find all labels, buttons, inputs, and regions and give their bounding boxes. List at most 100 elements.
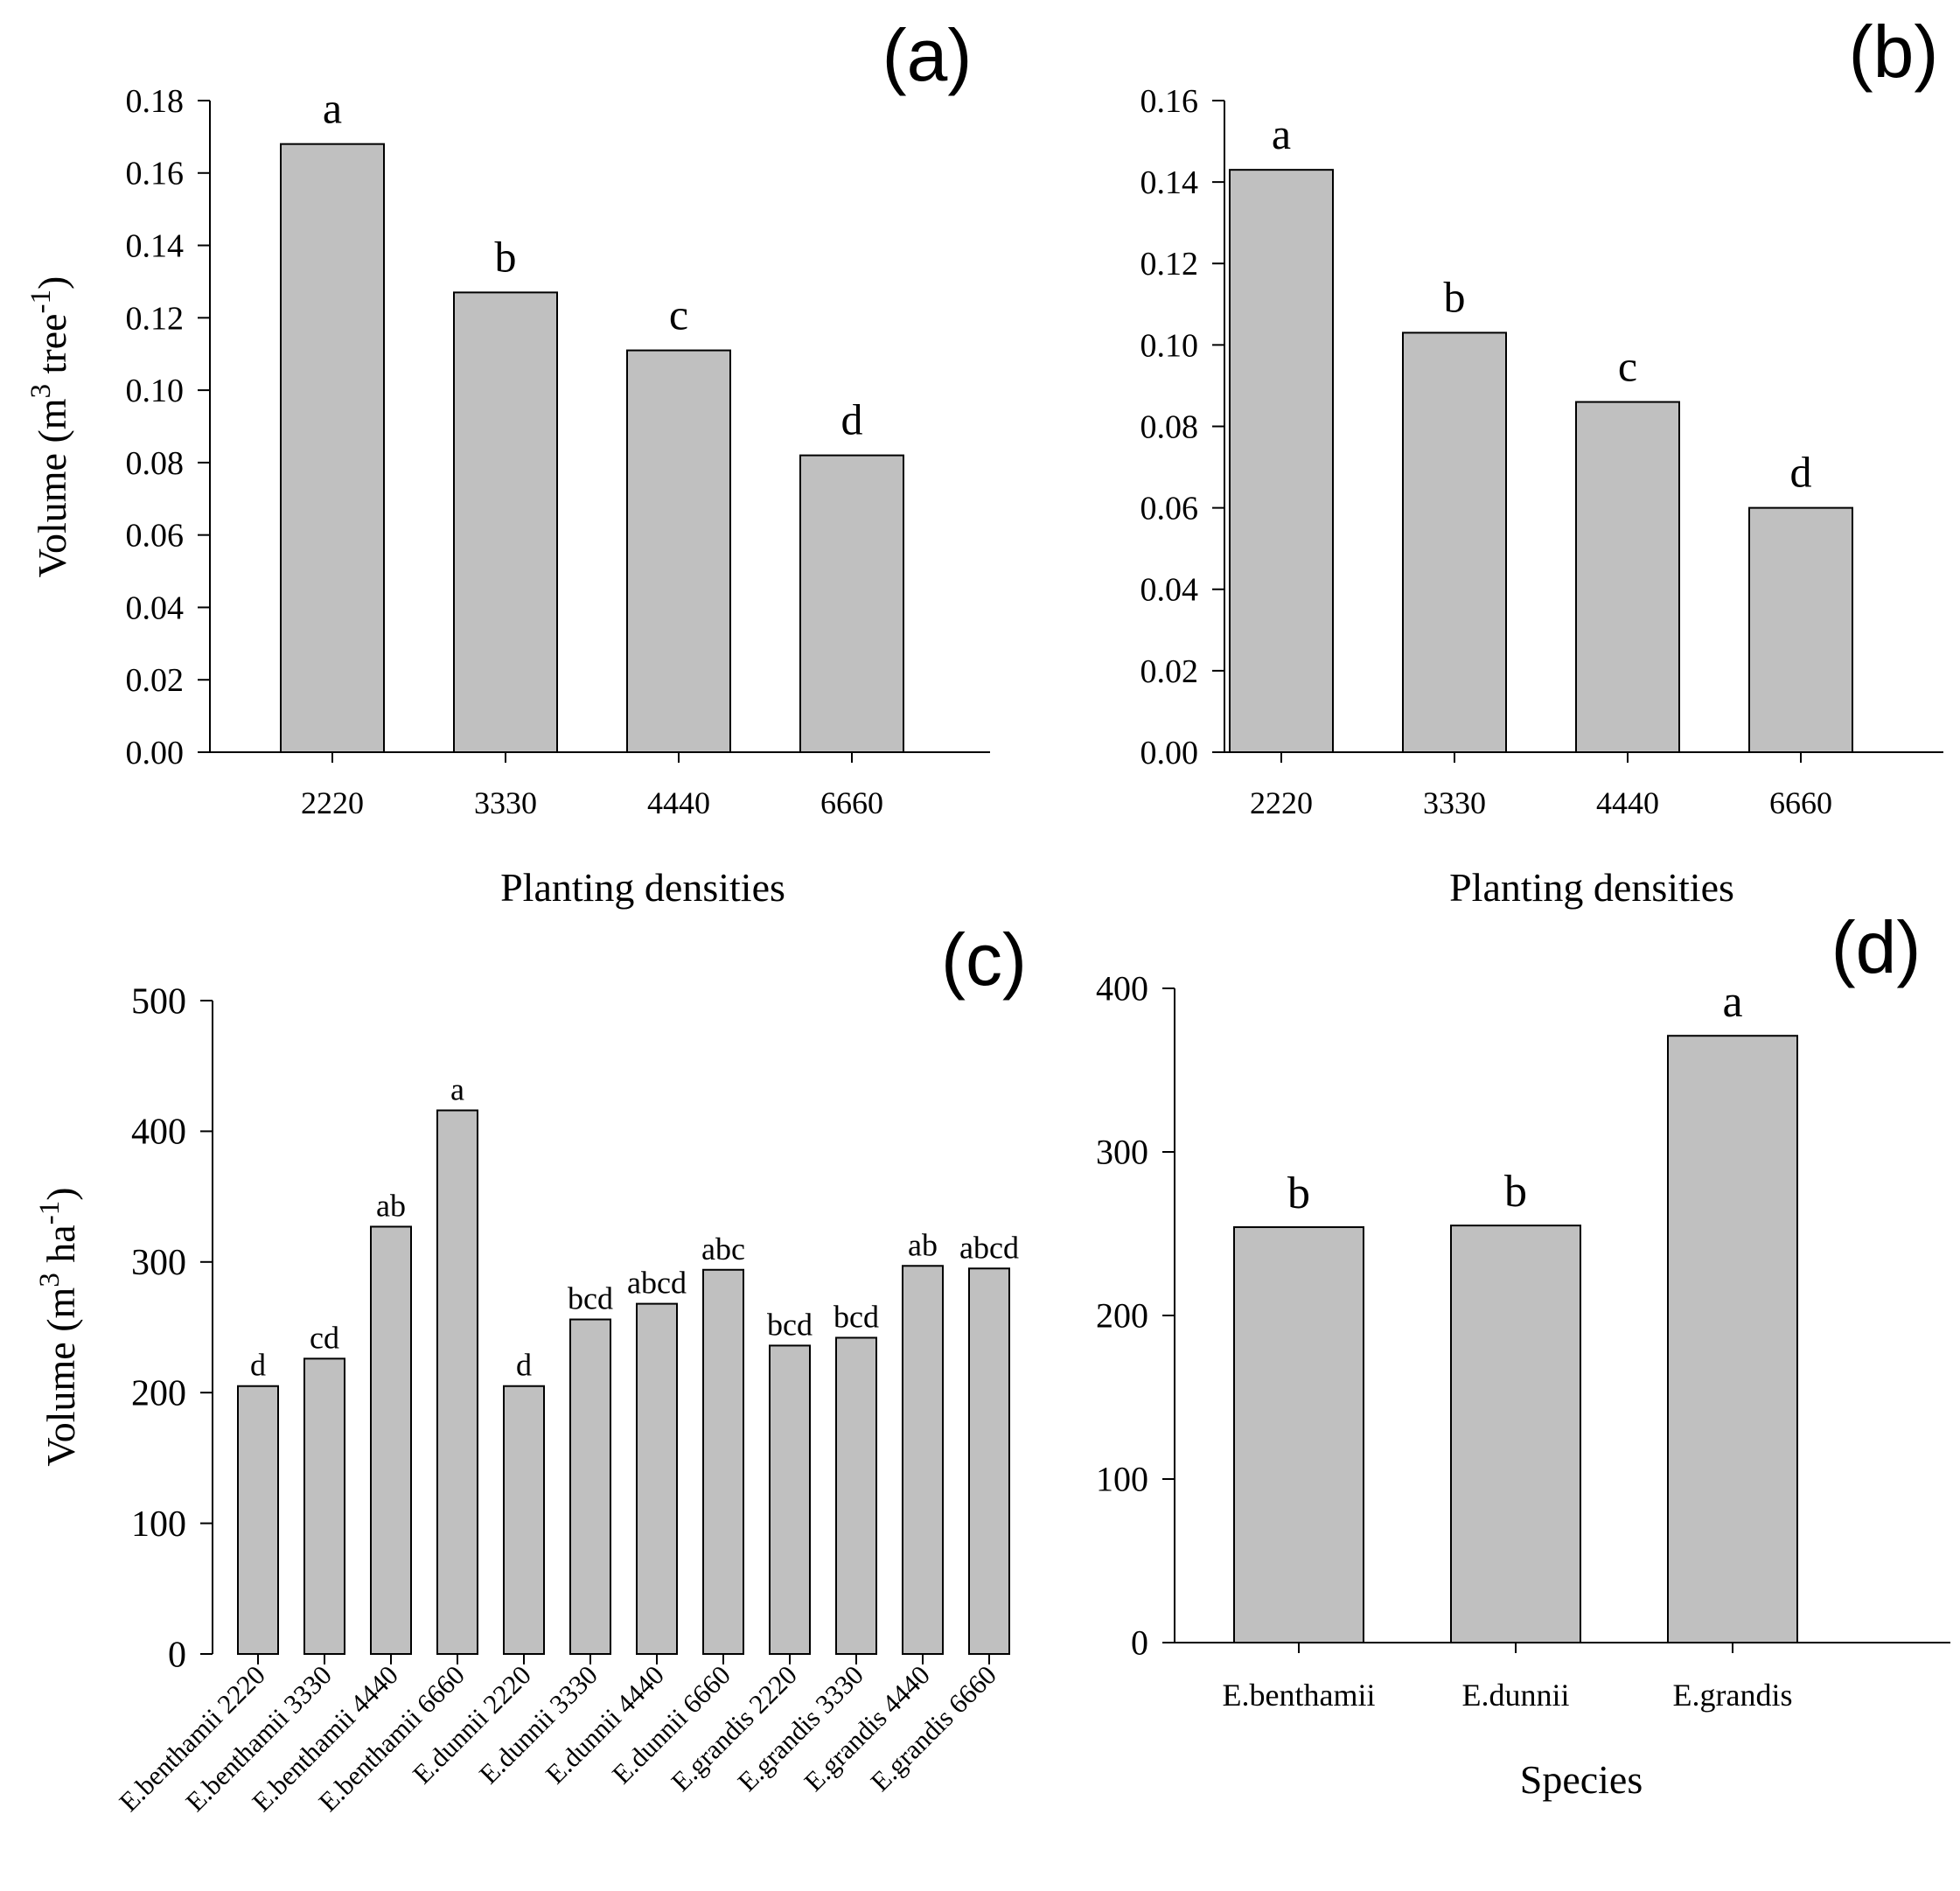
- y-tick-label: 0: [1131, 1623, 1148, 1663]
- bar: [436, 1109, 478, 1655]
- significance-letter: c: [669, 290, 688, 339]
- y-tick-label: 0.18: [126, 83, 185, 120]
- significance-letter: c: [1618, 342, 1637, 391]
- significance-letter: abc: [701, 1232, 745, 1266]
- bar: [702, 1268, 744, 1656]
- x-category-label: 3330: [1423, 785, 1486, 820]
- y-tick-label: 0.16: [1140, 83, 1199, 120]
- panel-d: 0 100 200 300 400 b E.benthamii b E.dunnii a E.gra…: [1096, 906, 1950, 1802]
- bar: [303, 1357, 345, 1655]
- significance-letter: b: [1504, 1167, 1527, 1217]
- y-tick-label: 0.08: [1140, 408, 1199, 445]
- y-tick-label: 0.00: [1140, 735, 1199, 771]
- y-tick-label: 300: [131, 1243, 186, 1283]
- y-axis-label-part: 3: [25, 384, 57, 399]
- y-tick-label: 0.04: [1140, 572, 1199, 609]
- bar: [1575, 401, 1680, 753]
- significance-letter: a: [450, 1071, 464, 1106]
- y-tick-label: 0.12: [1140, 246, 1199, 283]
- significance-letter: ab: [908, 1227, 938, 1262]
- bar: [626, 349, 731, 753]
- significance-letter: d: [516, 1348, 532, 1383]
- x-category-label: 6660: [820, 785, 883, 820]
- significance-letter: bcd: [767, 1307, 813, 1342]
- y-tick-label: 500: [131, 981, 186, 1022]
- y-axis-label-part: Volume (m: [30, 398, 74, 577]
- significance-letter: abcd: [627, 1266, 687, 1301]
- significance-letter: a: [1272, 109, 1291, 158]
- bar: [453, 291, 558, 754]
- y-tick-label: 0.16: [126, 156, 185, 192]
- significance-letter: d: [841, 395, 863, 444]
- x-category-label: 3330: [474, 785, 537, 820]
- significance-letter: a: [323, 84, 342, 133]
- x-category-label: 2220: [301, 785, 364, 820]
- y-axis-label-part: 3: [34, 1273, 66, 1287]
- y-tick-label: 0.06: [126, 518, 185, 555]
- bar: [1450, 1225, 1581, 1644]
- panel-a: 0.00 0.02 0.04 0.06 0.08 0.10 0.12 0.14 0.16 0.18…: [25, 14, 990, 910]
- y-tick-label: 200: [131, 1373, 186, 1413]
- y-tick-label: 0.14: [126, 227, 185, 264]
- y-tick-label: 0.14: [1140, 164, 1199, 201]
- y-axis-label-part: ): [38, 1187, 83, 1200]
- significance-letter: bcd: [834, 1299, 879, 1334]
- x-category-label: 6660: [1769, 785, 1832, 820]
- bar: [280, 143, 385, 753]
- significance-letter: bcd: [568, 1281, 613, 1316]
- x-axis-label: Planting densities: [1449, 865, 1734, 910]
- y-tick-label: 0.04: [126, 590, 185, 626]
- bar: [569, 1318, 611, 1655]
- y-tick-label: 0.00: [126, 735, 185, 771]
- x-category-label: 2220: [1250, 785, 1313, 820]
- panel-b: 0.00 0.02 0.04 0.06 0.08 0.10 0.12 0.14 0.16 a 222…: [1140, 10, 1943, 910]
- significance-letter: cd: [310, 1320, 339, 1355]
- x-axis-label: Species: [1520, 1757, 1643, 1802]
- panel-label: (d): [1831, 906, 1922, 988]
- significance-letter: b: [1287, 1169, 1310, 1218]
- significance-letter: a: [1722, 977, 1742, 1027]
- bar: [1667, 1035, 1798, 1643]
- bar: [237, 1385, 279, 1655]
- y-axis-label: Volume (m3 tree-1): [25, 276, 74, 578]
- y-axis-label: Volume (m3 ha-1): [34, 1187, 83, 1466]
- bar: [1402, 331, 1507, 753]
- y-tick-label: 0.06: [1140, 491, 1199, 527]
- x-category-label: 4440: [647, 785, 710, 820]
- y-axis-label-part: -1: [34, 1201, 66, 1225]
- bar: [968, 1267, 1010, 1656]
- x-category-label: E.dunnii: [1462, 1678, 1570, 1713]
- y-axis-label-part: ): [30, 276, 74, 290]
- significance-letter: b: [1444, 272, 1466, 321]
- x-category-label: 4440: [1596, 785, 1659, 820]
- significance-letter: b: [495, 232, 517, 281]
- panel-label: (a): [882, 14, 973, 96]
- y-tick-label: 400: [1096, 969, 1148, 1008]
- bar: [769, 1344, 811, 1656]
- y-axis-label-part: tree: [30, 314, 74, 384]
- x-axis-label: Planting densities: [500, 865, 785, 910]
- y-tick-label: 200: [1096, 1296, 1148, 1336]
- bar: [835, 1336, 877, 1656]
- bar: [503, 1385, 545, 1655]
- x-category-label: E.benthamii: [1223, 1678, 1376, 1713]
- y-axis-label-part: ha: [38, 1225, 83, 1273]
- significance-letter: d: [250, 1348, 266, 1383]
- y-tick-label: 0: [168, 1635, 186, 1675]
- bar: [1233, 1226, 1364, 1644]
- y-tick-label: 400: [131, 1113, 186, 1153]
- y-tick-label: 0.10: [1140, 327, 1199, 364]
- significance-letter: ab: [376, 1188, 406, 1223]
- y-tick-label: 0.02: [126, 662, 185, 699]
- y-tick-label: 100: [131, 1504, 186, 1545]
- y-axis-label-part: Volume (m: [38, 1287, 83, 1466]
- y-tick-label: 0.02: [1140, 653, 1199, 690]
- y-tick-label: 0.10: [126, 373, 185, 409]
- y-tick-label: 100: [1096, 1460, 1148, 1499]
- significance-letter: abcd: [959, 1230, 1019, 1265]
- x-category-label: E.grandis: [1673, 1678, 1793, 1713]
- y-tick-label: 300: [1096, 1133, 1148, 1172]
- y-axis-label-part: -1: [25, 290, 57, 314]
